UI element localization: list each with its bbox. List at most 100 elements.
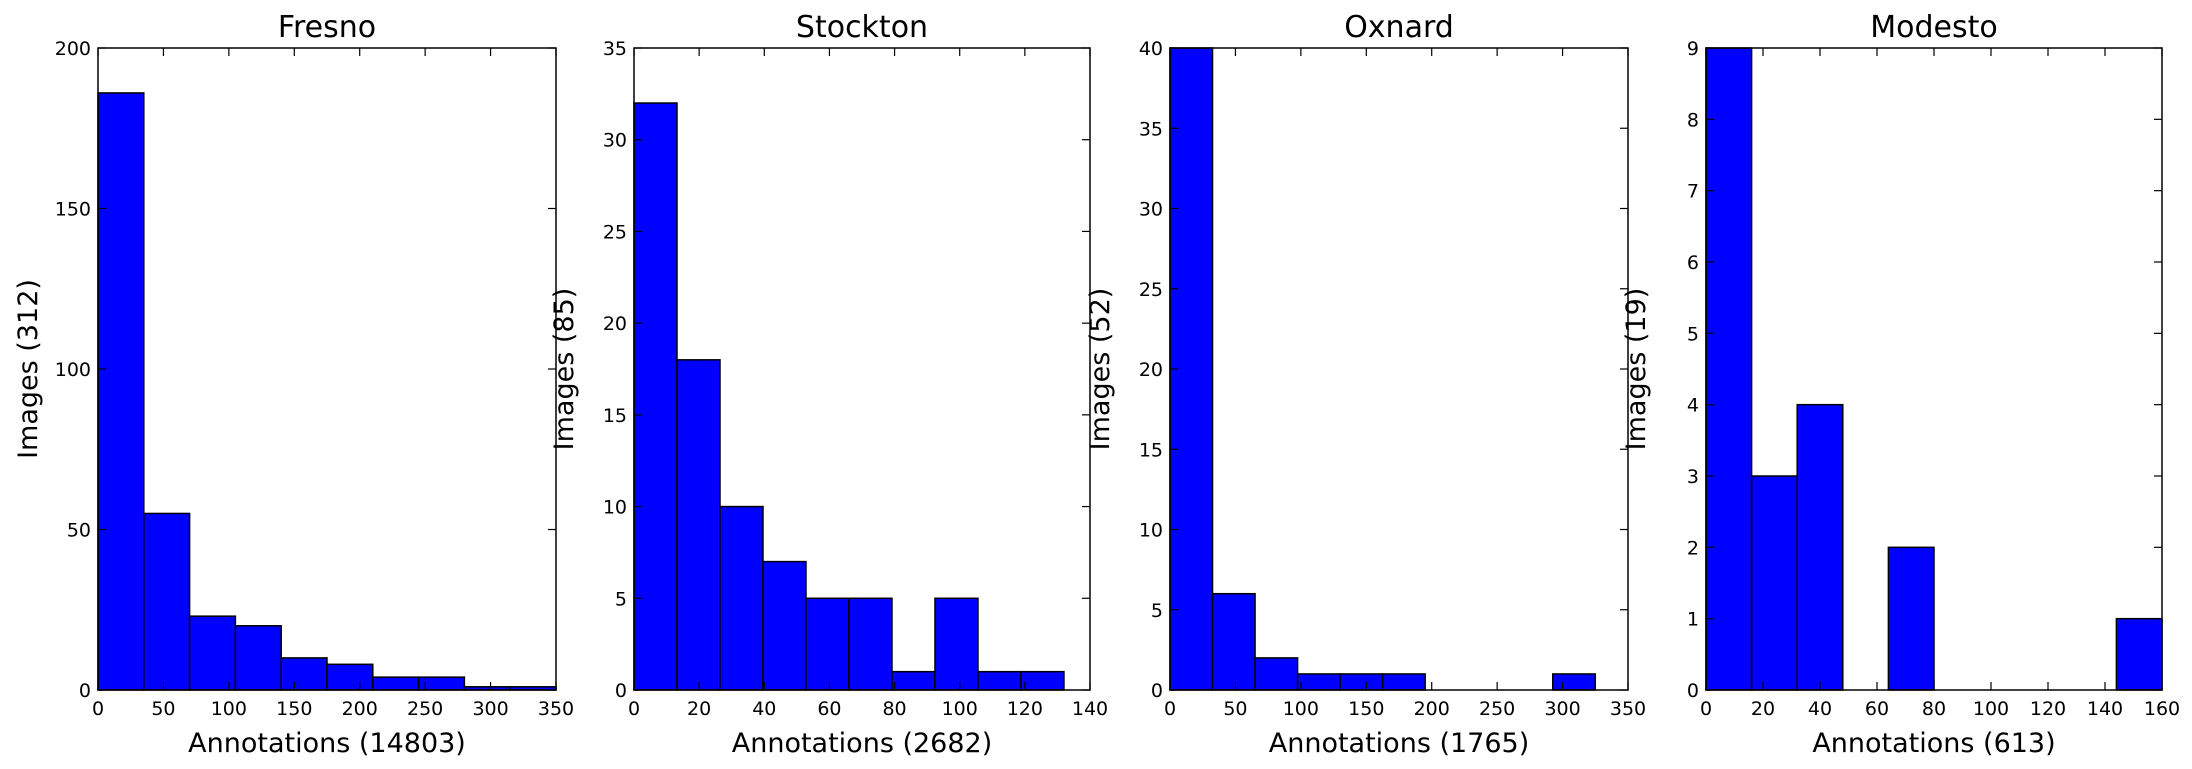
x-tick-label: 80	[882, 698, 906, 720]
x-tick-label: 100	[942, 698, 978, 720]
chart-title: Modesto	[1870, 10, 1998, 45]
histogram-bar	[676, 359, 721, 691]
y-axis-label: Images (85)	[549, 288, 580, 451]
y-tick-label: 0	[79, 680, 91, 702]
y-tick-label: 9	[1687, 38, 1699, 60]
histogram-bar	[143, 512, 191, 691]
histogram-bar	[1296, 673, 1341, 691]
x-tick-label: 0	[628, 698, 640, 720]
histogram-bar	[1339, 673, 1384, 691]
histogram-panel-fresno: 0 50 100 150 200 250 300 350 0 50 100 150 200 Fresno A…	[13, 10, 574, 759]
histogram-bar	[1020, 670, 1065, 691]
x-tick-label: 140	[2087, 698, 2123, 720]
histogram-bar	[1211, 592, 1256, 691]
y-tick-label: 0	[615, 680, 627, 702]
histogram-bar	[891, 670, 936, 691]
y-tick-label: 5	[1151, 600, 1163, 622]
histogram-panel-modesto: 0 20 40 60 80 100 120 140 160 0 1 2 3 4 5 6 7 8 9 Modesto An…	[1621, 10, 2180, 759]
y-tick-label: 6	[1687, 252, 1699, 274]
x-tick-label: 150	[276, 698, 312, 720]
x-axis-label: Annotations (1765)	[1269, 728, 1530, 759]
y-tick-label: 15	[1139, 439, 1163, 461]
x-tick-label: 120	[1007, 698, 1043, 720]
y-tick-label: 30	[603, 130, 627, 152]
y-tick-label: 25	[1139, 279, 1163, 301]
x-tick-label: 40	[1808, 698, 1832, 720]
y-tick-label: 0	[1687, 680, 1699, 702]
histogram-bar	[848, 597, 893, 691]
x-tick-label: 160	[2144, 698, 2180, 720]
x-tick-label: 20	[687, 698, 711, 720]
x-tick-label: 50	[1223, 698, 1247, 720]
y-tick-label: 1	[1687, 609, 1699, 631]
histogram-bar	[719, 505, 764, 691]
histogram-bar	[1254, 657, 1299, 691]
x-tick-label: 200	[1414, 698, 1450, 720]
x-tick-label: 60	[817, 698, 841, 720]
y-tick-label: 0	[1151, 680, 1163, 702]
y-tick-label: 35	[1139, 118, 1163, 140]
y-tick-label: 150	[55, 199, 91, 221]
histogram-bar	[97, 92, 145, 691]
histogram-bar	[977, 670, 1022, 691]
y-tick-label: 10	[603, 497, 627, 519]
y-tick-label: 25	[603, 221, 627, 243]
y-tick-label: 7	[1687, 181, 1699, 203]
y-axis-label: Images (19)	[1621, 288, 1652, 451]
x-tick-label: 200	[342, 698, 378, 720]
chart-title: Fresno	[278, 10, 376, 45]
x-tick-label: 100	[1283, 698, 1319, 720]
x-tick-label: 300	[472, 698, 508, 720]
y-tick-label: 4	[1687, 395, 1699, 417]
x-axis-label: Annotations (613)	[1812, 728, 2055, 759]
x-tick-label: 0	[1164, 698, 1176, 720]
y-tick-label: 35	[603, 38, 627, 60]
y-tick-label: 3	[1687, 466, 1699, 488]
y-tick-label: 100	[55, 359, 91, 381]
x-tick-label: 100	[1973, 698, 2009, 720]
x-tick-label: 150	[1348, 698, 1384, 720]
histogram-bar	[805, 597, 850, 691]
histogram-bar	[372, 676, 420, 691]
histogram-bar	[1552, 673, 1597, 691]
x-axis-label: Annotations (2682)	[732, 728, 993, 759]
x-axis-label: Annotations (14803)	[188, 728, 466, 759]
x-tick-label: 80	[1922, 698, 1946, 720]
x-tick-label: 140	[1072, 698, 1108, 720]
x-tick-label: 350	[1610, 698, 1646, 720]
y-axis-label: Images (312)	[13, 279, 44, 459]
x-tick-label: 100	[211, 698, 247, 720]
x-tick-label: 60	[1865, 698, 1889, 720]
y-tick-label: 5	[615, 588, 627, 610]
histogram-bar	[188, 615, 237, 691]
chart-title: Oxnard	[1344, 10, 1454, 45]
histogram-bar	[1705, 47, 1753, 691]
x-tick-label: 250	[1479, 698, 1515, 720]
x-tick-label: 40	[752, 698, 776, 720]
y-tick-label: 10	[1139, 520, 1163, 542]
y-tick-label: 20	[603, 313, 627, 335]
y-tick-label: 2	[1687, 537, 1699, 559]
y-tick-label: 20	[1139, 359, 1163, 381]
x-tick-label: 350	[538, 698, 574, 720]
histogram-panel-oxnard: 0 50 100 150 200 250 300 350 0 5 10 15 20 25 30 35 40 Oxn…	[1085, 10, 1646, 759]
histogram-bar	[1381, 673, 1426, 691]
chart-title: Stockton	[796, 10, 928, 45]
x-tick-label: 120	[2030, 698, 2066, 720]
y-tick-label: 15	[603, 405, 627, 427]
y-tick-label: 40	[1139, 38, 1163, 60]
histogram-bar	[762, 560, 807, 691]
histogram-bar	[934, 597, 979, 691]
plot-frame	[633, 47, 1091, 691]
y-tick-label: 8	[1687, 109, 1699, 131]
x-tick-label: 50	[151, 698, 175, 720]
y-tick-label: 30	[1139, 199, 1163, 221]
histogram-bar	[280, 657, 328, 691]
histogram-panel-stockton: 0 20 40 60 80 100 120 140 0 5 10 15 20 25 30 35 Stockton…	[549, 10, 1108, 759]
x-tick-label: 300	[1544, 698, 1580, 720]
x-tick-label: 20	[1751, 698, 1775, 720]
histogram-bar	[2115, 617, 2163, 691]
x-tick-label: 0	[1700, 698, 1712, 720]
y-tick-label: 50	[67, 520, 91, 542]
